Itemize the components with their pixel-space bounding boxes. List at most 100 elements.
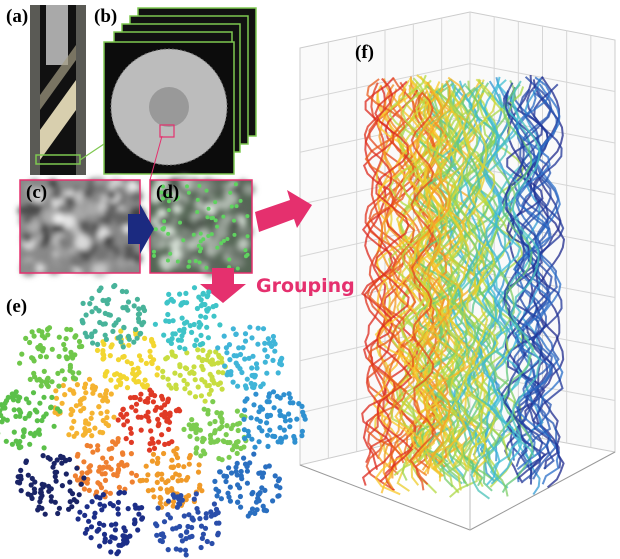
fiber-dot: [9, 391, 15, 397]
fiber-dot: [242, 356, 248, 362]
fiber-dot: [203, 314, 209, 320]
detection: [206, 233, 211, 238]
fiber-dot: [226, 465, 232, 471]
detection: [165, 258, 170, 263]
fiber-dot: [201, 406, 207, 412]
fiber-dot: [162, 414, 168, 420]
detection: [209, 232, 214, 237]
fiber-dot: [211, 501, 217, 507]
fiber-dot: [112, 527, 118, 533]
fiber-dot: [166, 382, 172, 388]
fiber-dot: [192, 342, 198, 348]
fiber-dot: [215, 369, 222, 375]
fiber-dot: [139, 322, 145, 328]
arrow: [255, 190, 312, 232]
fiber-dot: [256, 470, 262, 476]
fiber-dot: [199, 358, 205, 364]
fiber-dot: [20, 433, 26, 440]
fiber-dot: [113, 521, 119, 527]
fiber-dot: [166, 419, 173, 425]
fiber-dot: [177, 547, 183, 553]
fiber-dot: [163, 356, 169, 362]
fiber-dot: [229, 447, 236, 453]
blob: [34, 263, 46, 274]
cluster-map: [0, 282, 308, 558]
fiber-dot: [264, 432, 271, 438]
fiber-dot: [173, 546, 179, 552]
blob: [178, 228, 190, 240]
fiber-dot: [208, 509, 214, 515]
fiber-dot: [145, 472, 151, 478]
fiber-dot: [277, 408, 283, 414]
fiber-dot: [86, 464, 92, 470]
fiber-dot: [242, 407, 248, 413]
fiber-dot: [177, 327, 183, 333]
fiber-dot: [157, 486, 164, 492]
fiber-dot: [181, 426, 187, 432]
fiber-dot: [74, 382, 80, 388]
fiber-dot: [186, 422, 192, 428]
blob: [200, 195, 210, 205]
fiber: [412, 87, 445, 457]
fiber-dot: [0, 408, 3, 414]
fiber-dot: [213, 506, 220, 512]
fiber-dot: [223, 432, 229, 438]
fiber-dot: [102, 477, 109, 483]
fiber-dot: [142, 377, 148, 383]
blob: [195, 181, 209, 195]
fiber-dot: [108, 344, 114, 350]
fiber: [503, 82, 528, 468]
fiber-dot: [48, 498, 54, 504]
fiber-dot: [56, 505, 63, 511]
fiber-dot: [129, 404, 135, 410]
fiber-dot: [62, 346, 68, 352]
fiber-dot: [77, 509, 83, 515]
fiber-dot: [198, 303, 204, 309]
fiber: [471, 79, 489, 465]
fiber-dot: [96, 526, 102, 533]
detection: [181, 238, 186, 243]
fiber-dot: [108, 522, 115, 528]
fiber-dot: [98, 410, 104, 416]
fiber-dot: [262, 340, 268, 346]
fiber-dot: [89, 410, 95, 416]
fiber-dot: [46, 325, 53, 331]
fiber-dot: [265, 336, 271, 342]
detection: [234, 204, 239, 209]
blob: [74, 235, 90, 251]
fiber-dot: [219, 386, 225, 392]
fiber-dot: [26, 400, 32, 406]
fiber: [414, 80, 452, 466]
fiber-dot: [164, 300, 170, 306]
fiber-dot: [53, 388, 59, 394]
blob: [176, 198, 187, 208]
detection: [186, 190, 191, 195]
fiber-dot: [116, 490, 122, 496]
fiber-dot: [84, 480, 90, 486]
fiber-dot: [49, 379, 55, 385]
fiber-dot: [131, 339, 137, 345]
fiber-dot: [19, 351, 25, 357]
fiber-dot: [115, 511, 121, 517]
fiber-dot: [221, 438, 227, 445]
fiber-dot: [43, 354, 50, 360]
fiber-dot: [170, 526, 176, 532]
fiber-dot: [198, 523, 205, 529]
fiber-dot: [217, 322, 223, 328]
fiber-dot: [238, 468, 244, 475]
detection: [168, 191, 173, 196]
fiber-dot: [243, 385, 249, 391]
fiber-dot: [53, 395, 60, 401]
fiber-dot: [170, 499, 177, 505]
fiber-dot: [177, 291, 183, 297]
fiber-dot: [234, 408, 240, 414]
fiber-dot: [124, 359, 130, 365]
fiber-dot: [97, 429, 103, 435]
fiber-dot: [146, 418, 152, 424]
fiber-dot: [138, 357, 144, 363]
fiber-dot: [106, 297, 112, 303]
fiber-dot: [246, 355, 252, 361]
fiber-dot: [113, 384, 119, 390]
fiber-dot: [206, 391, 212, 397]
fiber-dot: [59, 460, 65, 466]
